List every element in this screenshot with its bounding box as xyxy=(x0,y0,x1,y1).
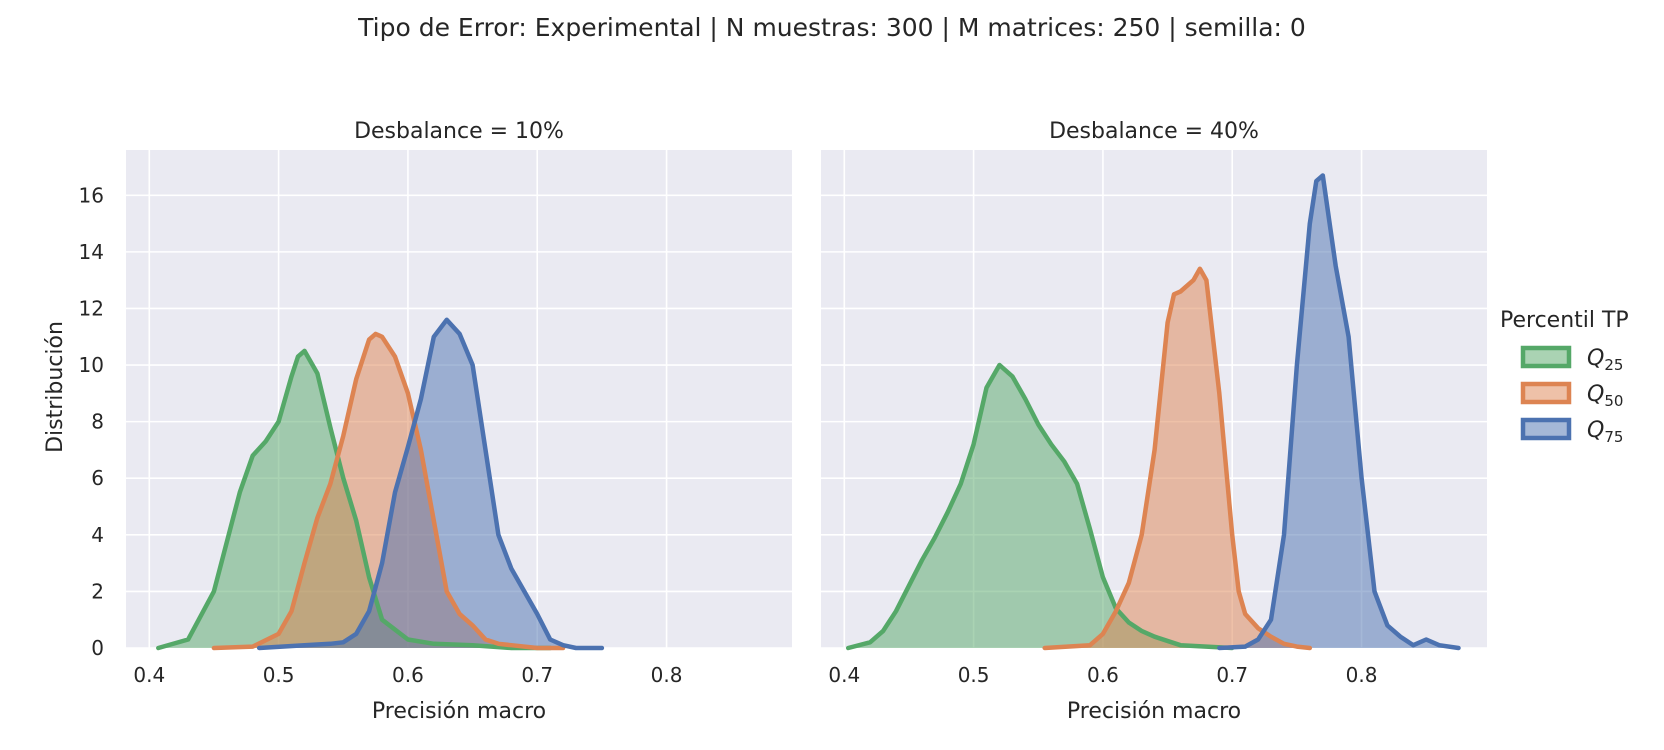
y-tick-label: 2 xyxy=(91,579,104,603)
y-tick-label: 8 xyxy=(91,410,104,434)
x-axis-label: Precisión macro xyxy=(1067,699,1241,724)
y-tick-label: 16 xyxy=(79,183,104,207)
x-tick-label: 0.5 xyxy=(958,663,990,687)
density-line-q25 xyxy=(845,362,1235,651)
x-tick-label: 0.6 xyxy=(392,663,424,687)
panel-title: Desbalance = 40% xyxy=(1049,119,1259,144)
x-tick-label: 0.8 xyxy=(651,663,683,687)
legend: Percentil TP Q25 Q50 Q75 xyxy=(1500,308,1629,446)
density-fill-q75 xyxy=(1219,175,1459,648)
legend-label-q25: Q25 xyxy=(1587,346,1623,374)
legend-label-q75: Q75 xyxy=(1587,418,1623,446)
density-line-q25 xyxy=(156,348,553,651)
x-tick-label: 0.5 xyxy=(263,663,295,687)
legend-swatch-q75 xyxy=(1520,417,1572,441)
panel-desbalance-40: 0.4 0.5 0.6 0.7 0.8 Desbalance = 40% Precisión… xyxy=(821,119,1487,724)
y-tick-label: 0 xyxy=(91,636,104,660)
density-line-q75 xyxy=(256,317,605,651)
figure-title: Tipo de Error: Experimental | N muestras… xyxy=(357,13,1306,42)
x-tick-label: 0.7 xyxy=(1216,663,1248,687)
y-tick-label: 6 xyxy=(91,466,104,490)
density-fill-q25 xyxy=(158,350,551,648)
legend-title: Percentil TP xyxy=(1500,308,1629,333)
density-fill-q25 xyxy=(848,365,1233,648)
density-fill-q50 xyxy=(213,333,564,648)
density-line-q75 xyxy=(1217,173,1461,651)
panel-title: Desbalance = 10% xyxy=(354,119,564,144)
density-fill-q75 xyxy=(259,319,602,648)
x-tick-label: 0.4 xyxy=(828,663,860,687)
y-axis-label: Distribución xyxy=(43,321,68,453)
x-tick-label: 0.4 xyxy=(133,663,165,687)
x-tick-label: 0.7 xyxy=(521,663,553,687)
legend-label-q50: Q50 xyxy=(1587,382,1623,410)
x-tick-label: 0.8 xyxy=(1346,663,1378,687)
y-tick-label: 10 xyxy=(79,353,104,377)
x-axis-label: Precisión macro xyxy=(372,699,546,724)
density-line-q50 xyxy=(211,331,566,651)
y-tick-label: 12 xyxy=(79,296,104,320)
x-tick-label: 0.6 xyxy=(1087,663,1119,687)
y-tick-label: 14 xyxy=(79,240,104,264)
y-tick-label: 4 xyxy=(91,523,104,547)
legend-swatch-q25 xyxy=(1520,345,1572,369)
panel-desbalance-10: 0.4 0.5 0.6 0.7 0.8 0 2 4 6 8 10 12 14 16 Desbalance =… xyxy=(79,119,792,724)
legend-swatch-q50 xyxy=(1520,381,1572,405)
density-fill-q50 xyxy=(1044,268,1310,648)
